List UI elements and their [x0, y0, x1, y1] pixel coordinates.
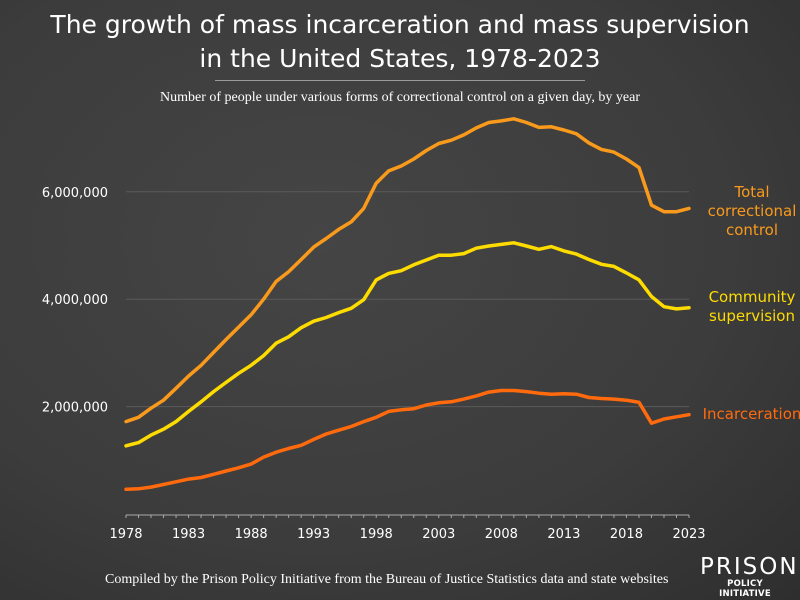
title-line-1: The growth of mass incarceration and mas… — [50, 10, 750, 39]
x-tick-label: 1983 — [172, 527, 205, 542]
y-tick-label: 4,000,000 — [42, 293, 108, 308]
y-tick-label: 2,000,000 — [42, 401, 108, 416]
chart-title: The growth of mass incarceration and mas… — [0, 8, 800, 76]
x-tick-label: 2003 — [422, 527, 455, 542]
series-label-line: Incarceration — [702, 405, 800, 423]
prison-policy-initiative-logo: PRISON POLICY INITIATIVE — [700, 554, 799, 599]
x-tick-label: 1998 — [360, 527, 393, 542]
x-tick-label: 2018 — [610, 527, 643, 542]
series-line-community-supervision — [124, 241, 691, 448]
logo-line-2: POLICY INITIATIVE — [719, 579, 771, 599]
x-tick-label: 1988 — [235, 527, 268, 542]
x-tick-label: 2008 — [485, 527, 518, 542]
series-label-line: control — [726, 221, 778, 239]
series-label: Incarceration — [692, 405, 800, 424]
x-tick-label: 2013 — [547, 527, 580, 542]
series-label-line: correctional — [707, 202, 797, 220]
x-tick-label: 1978 — [109, 527, 142, 542]
series-label: Community supervision — [692, 288, 800, 326]
series-label: Total correctional control — [692, 183, 800, 240]
x-tick-label: 2023 — [672, 527, 705, 542]
y-tick-label: 6,000,000 — [42, 186, 108, 201]
chart-subtitle: Number of people under various forms of … — [160, 90, 640, 105]
series-line-total-correctional-control — [124, 117, 691, 424]
title-line-2: in the United States, 1978-2023 — [199, 44, 601, 73]
series-label-line: supervision — [709, 307, 795, 325]
series-label-line: Community — [708, 288, 796, 306]
title-divider — [215, 80, 585, 81]
series-line-incarceration — [124, 388, 691, 492]
series-label-line: Total — [734, 183, 770, 201]
x-tick-label: 1993 — [297, 527, 330, 542]
source-note: Compiled by the Prison Policy Initiative… — [105, 572, 669, 587]
logo-line-1: PRISON — [700, 554, 799, 580]
